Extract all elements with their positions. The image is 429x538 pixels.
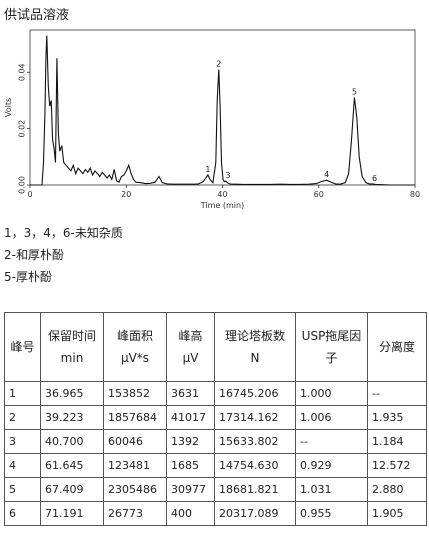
table-cell: -- bbox=[367, 381, 427, 406]
results-table: 峰号 保留时间 min 峰面积 μV*s 峰高 μV 理论塔板数 N USP拖尾因子 分… bbox=[4, 312, 427, 526]
header-peak-area: 峰面积 μV*s bbox=[103, 312, 167, 382]
chart-peak-labels: 1 2 3 4 5 6 bbox=[205, 59, 377, 182]
chart-trace bbox=[30, 35, 415, 186]
table-cell: 14754.630 bbox=[214, 453, 296, 478]
y-tick-label: 0.02 bbox=[18, 120, 27, 138]
chart-ticks: 0 20 40 60 80 0.00 0.02 0.04 bbox=[18, 63, 421, 199]
chart-frame bbox=[29, 29, 416, 186]
x-tick-label: 20 bbox=[121, 190, 131, 199]
table-cell: 15633.802 bbox=[214, 429, 296, 454]
table-cell: 0.955 bbox=[295, 501, 368, 526]
table-cell: 123481 bbox=[103, 453, 167, 478]
table-cell: 2.880 bbox=[367, 477, 427, 502]
table-cell: 1 bbox=[4, 381, 41, 406]
table-cell: 17314.162 bbox=[214, 405, 296, 430]
note-magnolol: 5-厚朴酚 bbox=[4, 270, 52, 284]
table-cell: 71.191 bbox=[40, 501, 104, 526]
table-cell: 12.572 bbox=[367, 453, 427, 478]
table-cell: 18681.821 bbox=[214, 477, 296, 502]
note-honokiol: 2-和厚朴酚 bbox=[4, 248, 64, 262]
table-cell: 20317.089 bbox=[214, 501, 296, 526]
table-cell: 61.645 bbox=[40, 453, 104, 478]
table-cell: 1.000 bbox=[295, 381, 368, 406]
table-cell: 6 bbox=[4, 501, 41, 526]
table-cell: 2305486 bbox=[103, 477, 167, 502]
table-row: 6 71.191 26773 400 20317.089 0.955 1.905 bbox=[4, 501, 427, 526]
y-axis-label: Volts bbox=[4, 98, 13, 117]
x-tick-label: 60 bbox=[314, 190, 324, 199]
table-cell: 30977 bbox=[166, 477, 215, 502]
header-peak-number: 峰号 bbox=[4, 312, 41, 382]
table-cell: 39.223 bbox=[40, 405, 104, 430]
table-cell: 3 bbox=[4, 429, 41, 454]
table-cell: 1.006 bbox=[295, 405, 368, 430]
x-axis-label: Time (min) bbox=[200, 201, 244, 210]
y-tick-label: 0.00 bbox=[18, 176, 27, 194]
header-retention-time: 保留时间 min bbox=[40, 312, 104, 382]
table-cell: 5 bbox=[4, 477, 41, 502]
table-cell: 1.184 bbox=[367, 429, 427, 454]
table-cell: 2 bbox=[4, 405, 41, 430]
table-cell: 1.031 bbox=[295, 477, 368, 502]
table-row: 3 40.700 60046 1392 15633.802 -- 1.184 bbox=[4, 429, 427, 454]
header-theoretical-plates: 理论塔板数 N bbox=[214, 312, 296, 382]
table-row: 5 67.409 2305486 30977 18681.821 1.031 2.880 bbox=[4, 477, 427, 502]
x-tick-label: 80 bbox=[410, 190, 420, 199]
peak-label-2: 2 bbox=[216, 59, 221, 68]
x-tick-label: 0 bbox=[27, 190, 32, 199]
note-unknown-impurities: 1，3，4，6-未知杂质 bbox=[4, 226, 123, 240]
table-cell: 40.700 bbox=[40, 429, 104, 454]
header-peak-height: 峰高 μV bbox=[166, 312, 215, 382]
peak-label-4: 4 bbox=[324, 170, 329, 179]
table-cell: 3631 bbox=[166, 381, 215, 406]
plot-border bbox=[29, 29, 416, 186]
table-cell: 400 bbox=[166, 501, 215, 526]
chromatogram-trace bbox=[30, 35, 415, 186]
peak-label-3: 3 bbox=[225, 171, 230, 180]
table-cell: 1.935 bbox=[367, 405, 427, 430]
table-row: 2 39.223 1857684 41017 17314.162 1.006 1.935 bbox=[4, 405, 427, 430]
table-cell: 36.965 bbox=[40, 381, 104, 406]
header-resolution: 分离度 bbox=[367, 312, 427, 382]
header-usp-tailing: USP拖尾因子 bbox=[295, 312, 368, 382]
table-row: 4 61.645 123481 1685 14754.630 0.929 12.572 bbox=[4, 453, 427, 478]
table-cell: 16745.206 bbox=[214, 381, 296, 406]
table-cell: 153852 bbox=[103, 381, 167, 406]
table-cell: 1857684 bbox=[103, 405, 167, 430]
x-tick-label: 40 bbox=[217, 190, 227, 199]
table-cell: -- bbox=[295, 429, 368, 454]
table-cell: 1.905 bbox=[367, 501, 427, 526]
peak-label-6: 6 bbox=[372, 174, 377, 183]
table-cell: 41017 bbox=[166, 405, 215, 430]
table-cell: 0.929 bbox=[295, 453, 368, 478]
table-cell: 1392 bbox=[166, 429, 215, 454]
table-cell: 26773 bbox=[103, 501, 167, 526]
table-cell: 67.409 bbox=[40, 477, 104, 502]
table-cell: 1685 bbox=[166, 453, 215, 478]
peak-label-1: 1 bbox=[205, 165, 210, 174]
table-row: 1 36.965 153852 3631 16745.206 1.000 -- bbox=[4, 381, 427, 406]
table-cell: 60046 bbox=[103, 429, 167, 454]
table-cell: 4 bbox=[4, 453, 41, 478]
peak-label-5: 5 bbox=[352, 88, 357, 97]
chromatogram-chart: 0 20 40 60 800.000.020.04 123 456 Time (min) … bbox=[4, 29, 421, 210]
table-header-row: 峰号 保留时间 min 峰面积 μV*s 峰高 μV 理论塔板数 N USP拖尾因子 分… bbox=[4, 312, 427, 382]
page-title: 供试品溶液 bbox=[4, 8, 70, 23]
y-tick-label: 0.04 bbox=[18, 63, 27, 81]
